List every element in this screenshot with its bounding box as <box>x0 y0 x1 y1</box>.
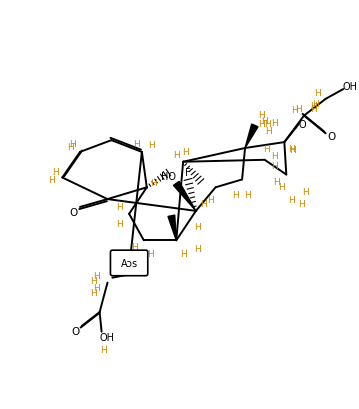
Text: OH: OH <box>100 332 115 342</box>
Text: H: H <box>298 200 304 209</box>
Text: H: H <box>258 120 265 128</box>
Text: H: H <box>244 190 250 199</box>
Text: H: H <box>295 105 302 114</box>
Text: H: H <box>200 199 207 208</box>
Text: H: H <box>148 140 155 149</box>
Text: H: H <box>289 146 295 155</box>
Text: H: H <box>52 168 59 177</box>
FancyBboxPatch shape <box>111 251 148 276</box>
Text: H: H <box>147 249 154 258</box>
Text: H: H <box>271 162 278 171</box>
Text: H: H <box>207 195 214 204</box>
Text: H: H <box>288 195 295 204</box>
Text: H: H <box>312 100 319 109</box>
Text: H: H <box>134 139 140 148</box>
Text: H: H <box>93 272 100 281</box>
Text: H: H <box>48 175 55 184</box>
Polygon shape <box>168 216 176 241</box>
Polygon shape <box>173 182 196 211</box>
Text: H: H <box>265 126 272 135</box>
Text: H: H <box>90 276 97 285</box>
Text: H: H <box>278 182 285 191</box>
Text: H: H <box>264 120 271 128</box>
Text: O: O <box>298 120 306 130</box>
Polygon shape <box>245 125 258 148</box>
Text: H: H <box>67 142 74 151</box>
Text: H: H <box>258 111 265 120</box>
Text: H: H <box>180 249 187 258</box>
Text: H: H <box>182 148 188 157</box>
Text: Aɔs: Aɔs <box>121 258 137 268</box>
Text: HO: HO <box>161 171 176 181</box>
Text: H: H <box>263 144 270 153</box>
Text: H: H <box>273 178 280 187</box>
Text: H: H <box>195 244 201 253</box>
Text: O: O <box>71 326 79 336</box>
Text: H: H <box>303 187 309 196</box>
Text: H: H <box>314 89 321 98</box>
Text: OH: OH <box>342 82 358 92</box>
Text: H: H <box>311 102 317 111</box>
Text: O: O <box>69 207 77 217</box>
Text: H: H <box>271 152 278 161</box>
Text: H: H <box>291 106 298 115</box>
Text: H: H <box>311 105 317 114</box>
Text: H: H <box>271 119 278 128</box>
Text: F: F <box>185 167 191 177</box>
Text: H: H <box>232 190 239 199</box>
Text: H: H <box>100 345 107 354</box>
Text: O: O <box>327 132 336 142</box>
Text: H: H <box>150 178 157 187</box>
Text: H: H <box>195 222 201 231</box>
Text: H: H <box>261 117 268 126</box>
Text: H: H <box>116 203 123 212</box>
Text: H: H <box>90 288 97 297</box>
Text: H: H <box>69 139 75 148</box>
Text: H: H <box>173 151 180 160</box>
Text: H: H <box>131 242 137 251</box>
Text: H: H <box>116 220 123 229</box>
Text: H: H <box>288 144 295 153</box>
Text: H: H <box>93 283 100 292</box>
